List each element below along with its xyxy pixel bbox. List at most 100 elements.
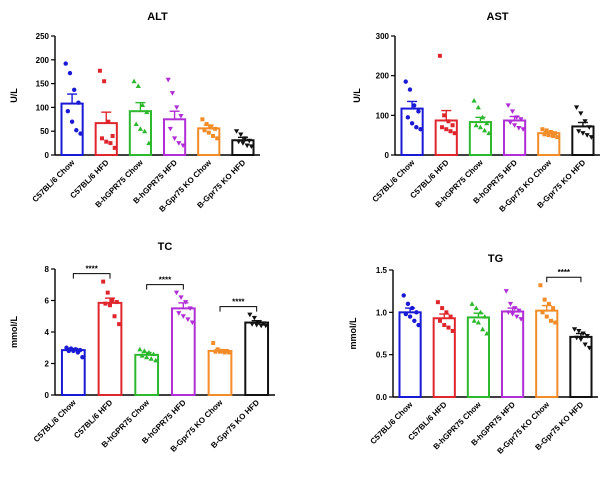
- ast-data-point: [542, 132, 547, 137]
- tc-data-point: [108, 303, 112, 308]
- tg-data-point: [414, 310, 419, 315]
- tg-data-point: [546, 301, 551, 306]
- alt-data-point: [135, 83, 141, 88]
- alt-data-point: [200, 117, 205, 122]
- alt-data-point: [240, 141, 246, 146]
- alt-data-point: [248, 144, 254, 150]
- alt-data-point: [74, 128, 79, 133]
- alt-data-point: [174, 105, 180, 110]
- ast-y-tick-label: 0: [385, 151, 390, 160]
- alt-y-axis-label: U/L: [9, 88, 19, 103]
- alt-data-point: [133, 121, 139, 127]
- alt-bar: [94, 122, 118, 157]
- tc-data-point: [211, 341, 216, 346]
- tc-data-point: [105, 290, 110, 295]
- ast-data-point: [518, 117, 524, 122]
- tg-data-point: [444, 310, 449, 315]
- tg-data-point: [514, 314, 520, 320]
- alt-data-point: [67, 70, 73, 76]
- alt-data-point: [108, 141, 113, 146]
- tg-y-tick-label: 1.5: [376, 266, 388, 275]
- alt-data-point: [171, 136, 178, 141]
- tg-data-point: [505, 310, 511, 315]
- ast-data-point: [514, 115, 520, 120]
- tg-significance-bracket: [546, 276, 582, 283]
- tg-data-point: [578, 337, 584, 343]
- tg-data-point: [446, 325, 451, 330]
- tc-data-point: [144, 354, 150, 360]
- ast-data-point: [484, 120, 490, 126]
- tc-data-point: [112, 314, 117, 319]
- ast-data-point: [444, 127, 449, 132]
- alt-data-point: [69, 119, 75, 124]
- tc-data-point: [103, 301, 108, 306]
- alt-data-point: [238, 132, 244, 138]
- ast-data-point: [475, 104, 481, 110]
- alt-data-point: [233, 129, 240, 134]
- alt-bar: [60, 102, 84, 157]
- tc-significance-bracket: [219, 306, 258, 312]
- alt-data-point: [180, 143, 186, 149]
- alt-data-point: [213, 126, 218, 131]
- tg-data-point: [448, 314, 453, 319]
- ast-data-point: [509, 109, 516, 114]
- tg-data-point: [503, 289, 509, 294]
- alt-y-tick-label: 200: [36, 56, 50, 65]
- ast-data-point: [414, 125, 419, 130]
- tc-data-point: [249, 322, 255, 327]
- tg-data-point: [450, 328, 455, 333]
- tg-data-point: [586, 345, 592, 351]
- alt-data-point: [139, 102, 146, 108]
- alt-data-point: [76, 100, 81, 105]
- ast-y-axis-label: U/L: [352, 88, 362, 103]
- tc-y-tick-label: 6: [45, 297, 50, 306]
- alt-data-point: [204, 122, 209, 127]
- ast-data-point: [573, 105, 580, 110]
- tc-y-tick-label: 2: [45, 360, 50, 369]
- ast-data-point: [477, 124, 484, 130]
- tc-data-point: [148, 356, 154, 361]
- ast-y-tick-label: 300: [376, 32, 390, 41]
- tg-data-point: [582, 342, 588, 348]
- tc-bar: [97, 301, 123, 396]
- alt-bar: [128, 110, 153, 156]
- ast-data-point: [407, 87, 413, 92]
- tg-data-point: [580, 331, 586, 337]
- tc-data-point: [263, 323, 269, 329]
- tc-data-point: [66, 348, 71, 354]
- tg-data-point: [544, 314, 549, 319]
- alt-y-tick-label: 250: [36, 32, 50, 41]
- ast-data-point: [548, 129, 553, 134]
- alt-data-point: [244, 143, 250, 149]
- tc-data-point: [251, 315, 257, 321]
- ast-data-point: [582, 119, 588, 124]
- ast-y-tick-label: 200: [376, 72, 390, 81]
- tg-significance-label: ****: [558, 268, 571, 277]
- tg-y-tick-label: 1.0: [376, 308, 388, 317]
- alt-data-point: [202, 128, 207, 133]
- tg-y-tick-label: 0.5: [376, 351, 388, 360]
- tg-category-label: C57BL/6 Chow: [369, 400, 416, 447]
- tg-data-point: [576, 328, 582, 334]
- alt-data-point: [137, 126, 144, 131]
- tc-y-tick-label: 0: [45, 391, 50, 400]
- tc-y-axis-label: mmol/L: [9, 316, 19, 349]
- ast-data-point: [446, 119, 451, 124]
- tc-data-point: [141, 348, 147, 353]
- tc-data-point: [153, 357, 159, 363]
- ast-data-point: [479, 114, 486, 120]
- tg-title: TG: [488, 253, 503, 265]
- ast-data-point: [578, 111, 584, 116]
- alt-data-point: [78, 131, 83, 136]
- tg-bar: [466, 316, 491, 398]
- alt-data-point: [208, 125, 213, 130]
- ast-data-point: [450, 123, 455, 128]
- tc-data-point: [173, 290, 180, 296]
- ast-data-point: [586, 125, 592, 130]
- ast-category-label: C57BL/6 Chow: [371, 158, 418, 205]
- tc-significance-label: ****: [159, 276, 172, 285]
- alt-data-point: [63, 61, 68, 66]
- tg-data-point: [407, 314, 413, 319]
- ast-data-point: [584, 133, 590, 138]
- ast-data-point: [440, 125, 445, 130]
